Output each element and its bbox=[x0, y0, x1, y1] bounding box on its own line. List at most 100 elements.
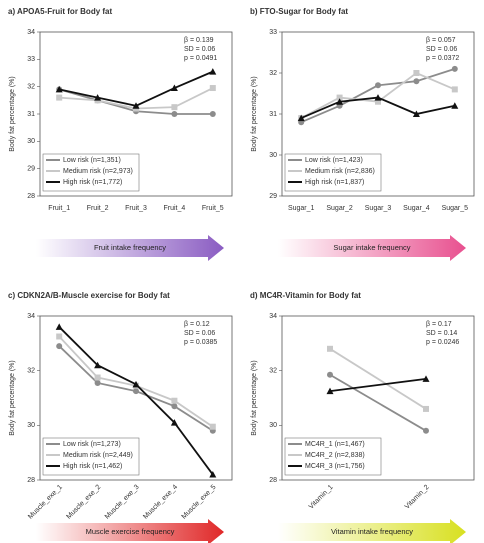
series-line bbox=[329, 348, 427, 410]
x-tick-label: Fruit_3 bbox=[125, 205, 147, 212]
stat-annotation: SD = 0.06 bbox=[184, 330, 215, 337]
y-tick-label: 31 bbox=[27, 111, 35, 118]
y-tick-label: 29 bbox=[27, 166, 35, 173]
frequency-arrow bbox=[36, 235, 224, 261]
legend-label: High risk (n=1,837) bbox=[305, 179, 364, 186]
stat-annotation: SD = 0.06 bbox=[426, 46, 457, 53]
marker bbox=[209, 85, 216, 92]
marker bbox=[56, 333, 63, 340]
y-tick-label: 29 bbox=[269, 193, 277, 200]
x-tick-label: Sugar_3 bbox=[365, 205, 392, 212]
plot-frame bbox=[281, 315, 475, 481]
series-line bbox=[329, 373, 427, 432]
y-tick-label: 30 bbox=[269, 422, 277, 429]
y-tick-label: 32 bbox=[269, 368, 277, 375]
marker bbox=[375, 82, 381, 89]
marker bbox=[209, 471, 217, 478]
frequency-arrow bbox=[278, 519, 466, 543]
stat-annotation: p = 0.0372 bbox=[426, 55, 459, 62]
y-tick-label: 33 bbox=[269, 29, 277, 36]
legend-label: Medium risk (n=2,449) bbox=[63, 452, 133, 459]
x-tick-label: Sugar_2 bbox=[326, 205, 353, 212]
x-tick-label: Muscle_exe_1 bbox=[27, 484, 64, 521]
x-tick-label: Muscle_exe_2 bbox=[65, 484, 102, 521]
marker bbox=[423, 427, 429, 434]
marker bbox=[94, 361, 102, 369]
legend-label: Low risk (n=1,273) bbox=[63, 441, 121, 448]
legend-label: MC4R_1 (n=1,467) bbox=[305, 441, 365, 448]
marker bbox=[336, 98, 344, 105]
y-tick-label: 32 bbox=[27, 368, 35, 375]
x-tick-label: Fruit_5 bbox=[202, 205, 224, 212]
legend-label: Medium risk (n=2,836) bbox=[305, 168, 375, 175]
marker bbox=[374, 94, 382, 101]
x-tick-label: Vitamin_1 bbox=[308, 484, 335, 511]
x-tick-label: Sugar_4 bbox=[403, 205, 430, 212]
panel-title: a) APOA5-Fruit for Body fat bbox=[8, 7, 112, 16]
y-tick-label: 30 bbox=[269, 152, 277, 159]
frequency-arrow bbox=[36, 519, 224, 543]
y-tick-label: 28 bbox=[269, 477, 277, 484]
arrow-label: Fruit intake frequency bbox=[94, 243, 166, 252]
arrow-label: Vitamin intake frequency bbox=[331, 527, 413, 536]
stat-annotation: p = 0.0385 bbox=[184, 339, 217, 346]
y-tick-label: 32 bbox=[27, 84, 35, 91]
marker bbox=[375, 98, 381, 105]
y-tick-label: 28 bbox=[27, 193, 35, 200]
marker bbox=[94, 379, 101, 386]
x-tick-label: Fruit_4 bbox=[164, 205, 186, 212]
marker bbox=[412, 110, 420, 117]
marker bbox=[171, 403, 178, 410]
marker bbox=[326, 387, 334, 395]
y-tick-label: 34 bbox=[269, 313, 277, 320]
x-tick-label: Sugar_1 bbox=[288, 205, 315, 212]
arrow-label: Muscle exercise frequency bbox=[86, 527, 175, 536]
marker bbox=[209, 111, 216, 117]
marker bbox=[327, 345, 333, 352]
marker bbox=[171, 397, 178, 404]
marker bbox=[422, 375, 430, 382]
y-tick-label: 32 bbox=[269, 70, 277, 77]
series-line bbox=[329, 377, 427, 393]
marker bbox=[297, 114, 305, 122]
marker bbox=[170, 84, 178, 92]
panel-title: d) MC4R-Vitamin for Body fat bbox=[250, 291, 361, 300]
x-tick-label: Sugar_5 bbox=[442, 205, 469, 212]
stat-annotation: SD = 0.14 bbox=[426, 330, 457, 337]
legend-label: High risk (n=1,462) bbox=[63, 463, 122, 470]
y-tick-label: 30 bbox=[27, 422, 35, 429]
stat-annotation: β = 0.057 bbox=[426, 37, 456, 44]
panel-title: c) CDKN2A/B-Muscle exercise for Body fat bbox=[8, 291, 170, 300]
legend-label: Low risk (n=1,351) bbox=[63, 157, 121, 164]
legend-label: High risk (n=1,772) bbox=[63, 179, 122, 186]
stat-annotation: SD = 0.06 bbox=[184, 46, 215, 53]
x-tick-label: Muscle_exe_3 bbox=[104, 484, 141, 521]
marker bbox=[94, 374, 101, 381]
marker bbox=[94, 94, 102, 101]
marker bbox=[336, 94, 343, 101]
y-axis-label: Body fat percentage (%) bbox=[9, 360, 16, 436]
marker bbox=[423, 405, 429, 412]
marker bbox=[132, 102, 140, 109]
marker bbox=[55, 323, 63, 330]
x-tick-label: Muscle_exe_4 bbox=[142, 484, 179, 521]
marker bbox=[171, 111, 178, 117]
marker bbox=[56, 343, 63, 350]
arrow-label: Sugar intake frequency bbox=[333, 243, 410, 252]
y-axis-label: Body fat percentage (%) bbox=[251, 360, 258, 436]
marker bbox=[170, 419, 178, 426]
y-axis-label: Body fat percentage (%) bbox=[9, 76, 16, 152]
x-tick-label: Fruit_1 bbox=[48, 205, 70, 212]
marker bbox=[209, 423, 216, 430]
series-line bbox=[59, 70, 214, 107]
stat-annotation: β = 0.17 bbox=[426, 321, 452, 328]
stat-annotation: β = 0.139 bbox=[184, 37, 214, 44]
y-tick-label: 34 bbox=[27, 313, 35, 320]
y-tick-label: 28 bbox=[27, 477, 35, 484]
y-tick-label: 31 bbox=[269, 111, 277, 118]
marker bbox=[132, 380, 140, 388]
marker bbox=[327, 371, 333, 378]
marker bbox=[56, 94, 63, 101]
legend-label: Medium risk (n=2,973) bbox=[63, 168, 133, 175]
